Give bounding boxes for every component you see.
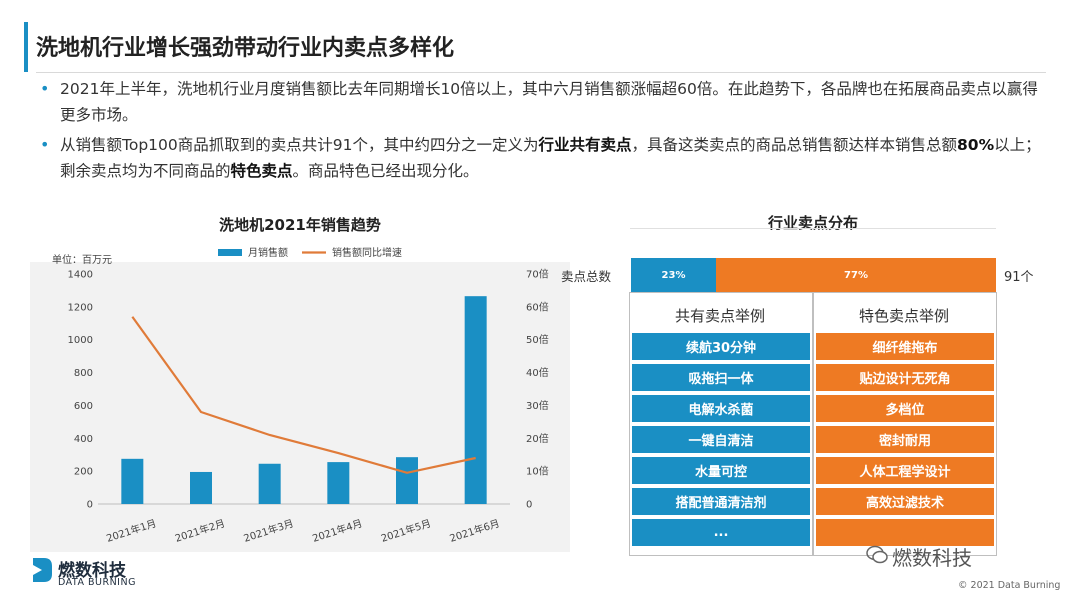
bullet-item-2: • 从销售额Top100商品抓取到的卖点共计91个，其中约四分之一定义为行业共有…: [40, 132, 1050, 184]
sales-bar: [464, 296, 487, 504]
shared-point-item: 搭配普通清洁剂: [632, 488, 810, 515]
bullet-text-2a: 从销售额Top100商品抓取到的卖点共计91个，其中约四分之一定义为: [60, 136, 539, 154]
unique-points-list: 细纤维拖布 贴边设计无死角 多档位 密封耐用 人体工程学设计 高效过滤技术: [816, 333, 994, 550]
y-right-tick-label: 70倍: [526, 268, 549, 281]
title-divider: [36, 72, 1046, 73]
bullet-bold-percent: 80%: [957, 136, 995, 154]
unique-points-heading: 特色卖点举例: [858, 307, 949, 325]
bullet-list: • 2021年上半年，洗地机行业月度销售额比去年同期增长10倍以上，其中六月销售…: [40, 76, 1050, 188]
page-title: 洗地机行业增长强劲带动行业内卖点多样化: [36, 36, 455, 61]
y-left-tick-label: 200: [74, 467, 93, 478]
x-tick-label: 2021年6月: [448, 516, 501, 544]
unique-point-item: 细纤维拖布: [816, 333, 994, 360]
legend-bar-label: 月销售额: [248, 246, 288, 259]
brand-name-cn: 燃数科技: [58, 561, 126, 581]
sales-bar: [121, 458, 144, 504]
brand-name-en: DATA BURNING: [58, 577, 136, 588]
x-tick-label: 2021年1月: [105, 516, 158, 544]
y-left-tick-label: 0: [87, 500, 93, 511]
unique-point-item: 高效过滤技术: [816, 488, 994, 515]
legend-line-label: 销售额同比增速: [332, 246, 402, 259]
sales-bar: [327, 462, 350, 504]
x-tick-label: 2021年5月: [379, 516, 432, 544]
y-right-tick-label: 60倍: [526, 300, 549, 313]
growth-rate-line: [131, 316, 476, 474]
distribution-row-label: 卖点总数: [561, 269, 612, 284]
y-left-tick-label: 400: [74, 434, 93, 445]
x-tick-label: 2021年4月: [311, 516, 364, 544]
unique-point-item: 密封耐用: [816, 426, 994, 453]
sales-trend-chart: 单位：百万元 0 200 400 600 800 1000 1200 1400 0 10倍 20倍 30…: [52, 246, 549, 545]
brand-logo-icon: [33, 558, 52, 582]
bullet-item-1: • 2021年上半年，洗地机行业月度销售额比去年同期增长10倍以上，其中六月销售…: [40, 76, 1050, 128]
y-right-tick-label: 30倍: [526, 399, 549, 412]
bullet-text-2c: 以上；剩余卖点均为不同商品的: [60, 136, 1041, 180]
shared-share-segment: 23%: [631, 258, 716, 292]
shared-point-item: 水量可控: [632, 457, 810, 484]
wechat-icon: [866, 545, 888, 564]
copyright-text: © 2021 Data Burning: [958, 580, 1061, 591]
bullet-text-2d: 。商品特色已经出现分化。: [292, 162, 479, 180]
legend-bar-swatch: [218, 249, 242, 256]
shared-point-item: 电解水杀菌: [632, 395, 810, 422]
distribution-title: 行业卖点分布: [767, 214, 858, 232]
shared-point-item: ...: [632, 519, 810, 546]
unit-label: 单位：百万元: [52, 253, 112, 266]
unique-point-item: 多档位: [816, 395, 994, 422]
bullet-text-1: 2021年上半年，洗地机行业月度销售额比去年同期增长10倍以上，其中六月销售额涨…: [60, 80, 1038, 124]
bullet-dot-icon: •: [40, 135, 50, 154]
shared-points-list: 续航30分钟 吸拖扫一体 电解水杀菌 一键自清洁 水量可控 搭配普通清洁剂 ..…: [632, 333, 810, 550]
shared-points-heading: 共有卖点举例: [674, 307, 765, 325]
distribution-total: 91个: [1004, 270, 1034, 285]
y-right-tick-label: 50倍: [526, 333, 549, 346]
sales-bar: [396, 457, 418, 504]
y-left-tick-label: 1200: [68, 302, 93, 313]
distribution-divider: [630, 228, 996, 229]
shared-point-item: 吸拖扫一体: [632, 364, 810, 391]
y-left-tick-label: 1400: [68, 270, 93, 281]
title-accent-bar: [24, 22, 28, 72]
watermark-text: 燃数科技: [892, 546, 972, 570]
y-left-tick-label: 800: [74, 368, 93, 379]
unique-point-item: [816, 519, 994, 546]
y-right-tick-label: 40倍: [526, 366, 549, 379]
unique-share-label: 77%: [844, 269, 868, 281]
shared-point-item: 续航30分钟: [632, 333, 810, 360]
unique-share-segment: 77%: [716, 258, 996, 292]
bullet-bold-unique: 特色卖点: [230, 162, 293, 180]
y-right-tick-label: 20倍: [526, 432, 549, 445]
bullet-dot-icon: •: [40, 79, 50, 98]
y-left-tick-label: 600: [74, 401, 93, 412]
y-right-tick-label: 10倍: [526, 465, 549, 478]
sales-bar: [258, 463, 281, 504]
x-tick-label: 2021年3月: [242, 516, 295, 544]
sales-bar: [190, 471, 212, 504]
unique-point-item: 贴边设计无死角: [816, 364, 994, 391]
x-tick-label: 2021年2月: [173, 516, 226, 544]
y-left-tick-label: 1000: [68, 335, 93, 346]
chart-title: 洗地机2021年销售趋势: [219, 216, 381, 234]
y-right-tick-label: 0: [526, 500, 532, 511]
shared-point-item: 一键自清洁: [632, 426, 810, 453]
shared-share-label: 23%: [661, 269, 686, 281]
bullet-bold-shared: 行业共有卖点: [538, 136, 632, 154]
unique-point-item: 人体工程学设计: [816, 457, 994, 484]
bullet-text-2b: ，具备这类卖点的商品总销售额达样本销售总额: [631, 136, 957, 154]
